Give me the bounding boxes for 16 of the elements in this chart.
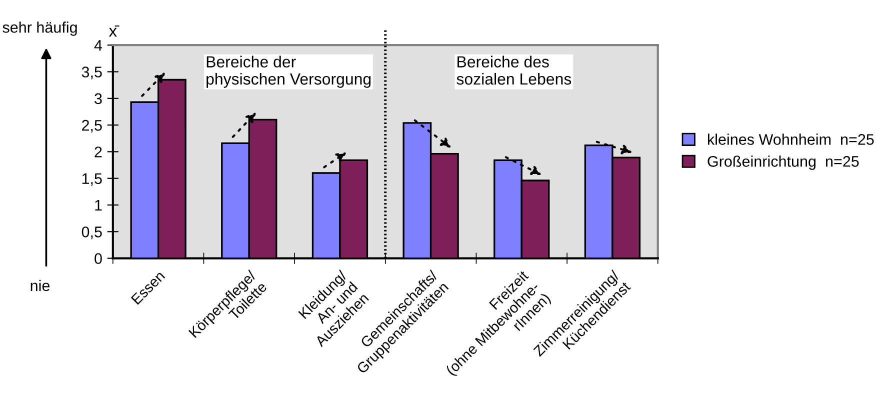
y-tick-label: 0 bbox=[94, 253, 102, 264]
legend-label: kleines Wohnheim n=25 bbox=[708, 134, 874, 145]
y-tick-label: 2 bbox=[94, 146, 102, 158]
annotation: Bereiche des sozialen Lebens bbox=[456, 56, 572, 85]
text: nie bbox=[30, 280, 50, 292]
legend-label: Großeinrichtung n=25 bbox=[708, 156, 859, 170]
annotation: Bereiche der physischen Versorgung bbox=[206, 56, 371, 88]
y-tick-label: 1,5 bbox=[82, 173, 102, 186]
y-tick-label: 3 bbox=[94, 93, 102, 104]
y-tick-label: 1 bbox=[95, 200, 102, 211]
y-tick-label: 4 bbox=[94, 40, 102, 51]
y-tick-label: 2,5 bbox=[82, 120, 102, 133]
y-tick-label: 3,5 bbox=[82, 66, 102, 80]
text: sehr häufig bbox=[2, 22, 77, 36]
y-tick-label: 0,5 bbox=[82, 226, 102, 240]
y-axis-title: x̄ bbox=[108, 26, 120, 37]
